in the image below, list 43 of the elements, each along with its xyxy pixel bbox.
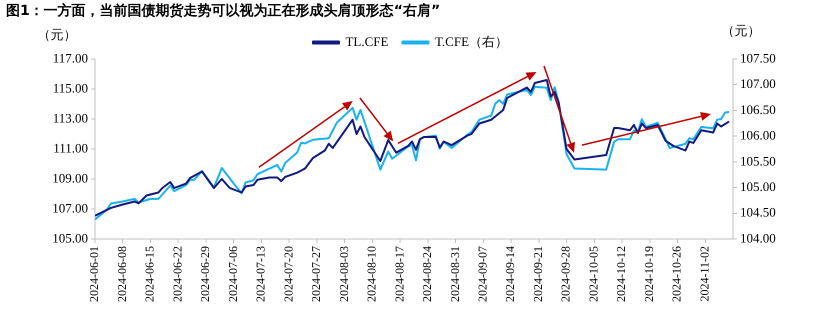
y2-tick-label: 105.00 — [740, 178, 776, 194]
x-tick-label: 2024-08-24 — [420, 246, 434, 302]
x-tick-label: 2024-07-20 — [281, 246, 296, 302]
x-tick-label: 2024-08-17 — [392, 246, 406, 302]
x-tick-label: 2024-09-14 — [503, 246, 518, 302]
x-tick-label: 2024-07-27 — [309, 246, 324, 302]
y-tick-label: 107.00 — [52, 200, 88, 216]
x-tick-label: 2024-08-31 — [448, 246, 462, 302]
y2-tick-label: 105.50 — [740, 153, 776, 168]
x-tick-label: 2024-10-19 — [642, 246, 656, 302]
x-tick-label: 2024-09-07 — [476, 246, 490, 302]
x-tick-label: 2024-11-02 — [697, 246, 712, 302]
x-tick-label: 2024-06-01 — [87, 246, 102, 302]
x-tick-label: 2024-06-29 — [198, 246, 212, 302]
y2-axis-title: （元） — [722, 24, 760, 39]
x-tick-label: 2024-09-21 — [530, 246, 545, 302]
y-tick-label: 105.00 — [52, 230, 88, 246]
x-tick-label: 2024-09-28 — [558, 246, 573, 302]
y-tick-label: 115.00 — [52, 80, 88, 96]
x-tick-label: 2024-06-08 — [114, 246, 129, 302]
x-tick-label: 2024-10-12 — [614, 246, 628, 302]
y2-tick-label: 106.50 — [740, 102, 776, 117]
legend-label: T.CFE（右） — [434, 34, 508, 49]
y-tick-label: 109.00 — [52, 170, 88, 186]
y-tick-label: 113.00 — [52, 110, 88, 126]
y2-tick-label: 104.50 — [740, 204, 776, 220]
x-tick-label: 2024-10-05 — [586, 246, 600, 302]
x-tick-label: 2024-08-10 — [364, 246, 379, 302]
x-tick-label: 2024-06-15 — [142, 246, 157, 302]
y2-tick-label: 104.00 — [740, 230, 776, 246]
y2-tick-label: 106.00 — [740, 128, 776, 143]
chart-title: 图1：一方面，当前国债期货走势可以视为正在形成头肩顶形态“右肩” — [6, 2, 440, 20]
x-tick-label: 2024-07-13 — [254, 246, 268, 302]
x-tick-label: 2024-10-26 — [670, 246, 684, 302]
y-tick-label: 111.00 — [53, 140, 88, 156]
y-axis-title: （元） — [38, 28, 76, 43]
legend-label: TL.CFE — [345, 34, 389, 49]
y2-tick-label: 107.00 — [740, 76, 776, 92]
y2-tick-label: 107.50 — [740, 50, 776, 66]
x-tick-label: 2024-08-03 — [336, 246, 351, 302]
x-tick-label: 2024-07-06 — [226, 246, 240, 302]
y-tick-label: 117.00 — [52, 50, 88, 66]
x-tick-label: 2024-06-22 — [170, 246, 184, 302]
